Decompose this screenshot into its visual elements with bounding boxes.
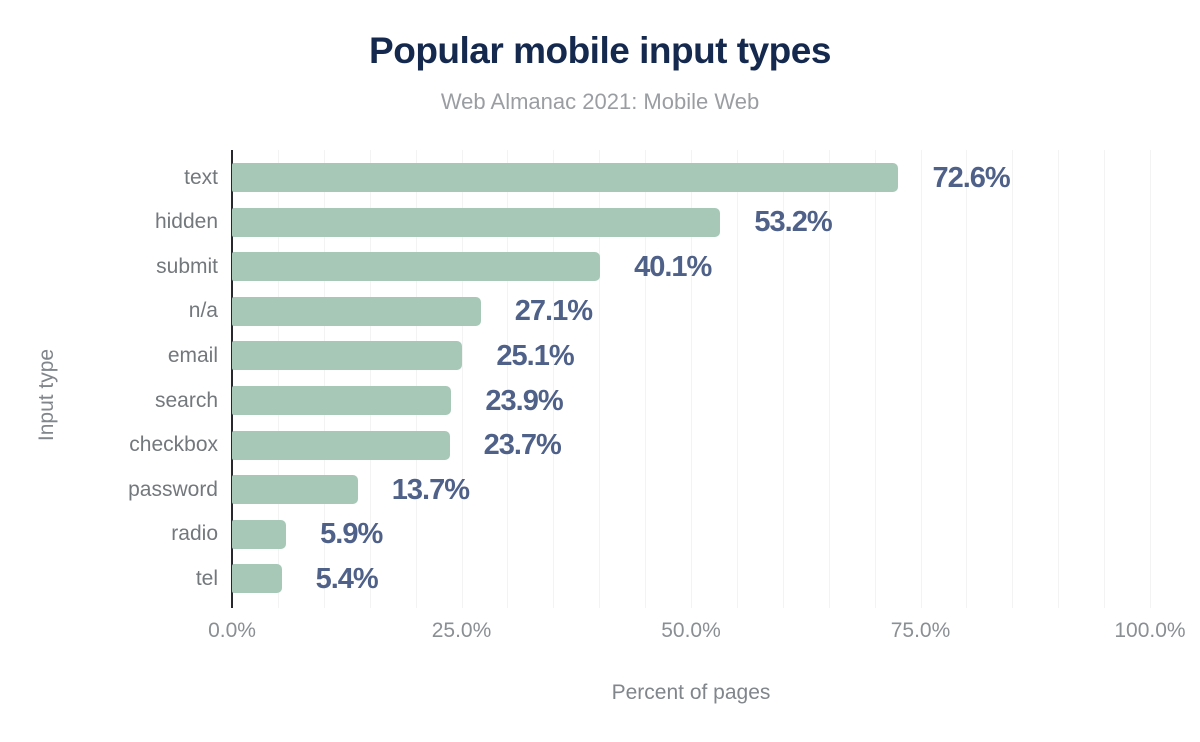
value-label-email: 25.1% bbox=[496, 339, 574, 372]
gridline bbox=[599, 150, 601, 608]
bar-hidden bbox=[232, 207, 721, 237]
gridline bbox=[1012, 150, 1014, 608]
value-label-password: 13.7% bbox=[391, 473, 470, 506]
value-label-hidden: 53.2% bbox=[754, 206, 832, 239]
gridline bbox=[553, 150, 555, 608]
value-label-submit: 40.1% bbox=[634, 250, 712, 283]
gridline bbox=[782, 150, 784, 608]
gridline bbox=[736, 150, 738, 608]
chart-title: Popular mobile input types bbox=[369, 30, 831, 71]
bar-search bbox=[232, 386, 452, 415]
value-label-search: 23.9% bbox=[485, 384, 563, 417]
x-axis-title: Percent of pages bbox=[611, 681, 771, 704]
gridline bbox=[1104, 150, 1106, 608]
gridline bbox=[691, 150, 692, 608]
category-label-password: password bbox=[128, 477, 218, 501]
category-label-n-a: n/a bbox=[188, 299, 218, 323]
bar-password bbox=[232, 475, 358, 505]
category-label-hidden: hidden bbox=[154, 210, 218, 234]
gridline bbox=[507, 150, 509, 608]
gridline bbox=[828, 150, 830, 608]
y-axis-line bbox=[231, 150, 233, 608]
bar-email bbox=[232, 341, 463, 371]
value-label-n-a: 27.1% bbox=[514, 295, 593, 328]
bar-submit bbox=[232, 252, 601, 282]
gridline bbox=[1150, 150, 1151, 608]
gridline bbox=[920, 150, 922, 608]
value-label-checkbox: 23.7% bbox=[483, 429, 562, 462]
gridline bbox=[277, 150, 279, 608]
category-label-radio: radio bbox=[171, 522, 218, 546]
x-tick-label: 100.0% bbox=[1114, 619, 1186, 642]
gridline bbox=[369, 150, 371, 608]
bar-text bbox=[232, 163, 899, 192]
category-label-submit: submit bbox=[156, 254, 218, 278]
x-tick-label: 25.0% bbox=[431, 619, 492, 642]
gridline bbox=[323, 150, 325, 608]
bar-tel bbox=[232, 564, 282, 594]
category-label-checkbox: checkbox bbox=[129, 433, 218, 457]
value-label-text: 72.6% bbox=[932, 161, 1010, 194]
bar-n-a bbox=[232, 296, 481, 326]
gridline bbox=[874, 150, 876, 608]
category-label-search: search bbox=[154, 388, 218, 412]
category-label-text: text bbox=[184, 165, 218, 189]
bar-checkbox bbox=[232, 430, 450, 460]
x-tick-label: 0.0% bbox=[208, 619, 256, 642]
gridline bbox=[966, 150, 968, 608]
gridline bbox=[1058, 150, 1060, 608]
x-tick-label: 50.0% bbox=[661, 619, 721, 642]
bar-radio bbox=[232, 519, 287, 549]
gridline bbox=[461, 150, 463, 608]
value-label-radio: 5.9% bbox=[320, 518, 383, 551]
category-label-tel: tel bbox=[195, 566, 218, 590]
category-label-email: email bbox=[167, 343, 218, 367]
x-tick-label: 75.0% bbox=[890, 619, 951, 642]
gridline bbox=[645, 150, 647, 608]
chart-subtitle: Web Almanac 2021: Mobile Web bbox=[440, 89, 760, 114]
gridline bbox=[415, 150, 417, 608]
value-label-tel: 5.4% bbox=[315, 562, 379, 595]
